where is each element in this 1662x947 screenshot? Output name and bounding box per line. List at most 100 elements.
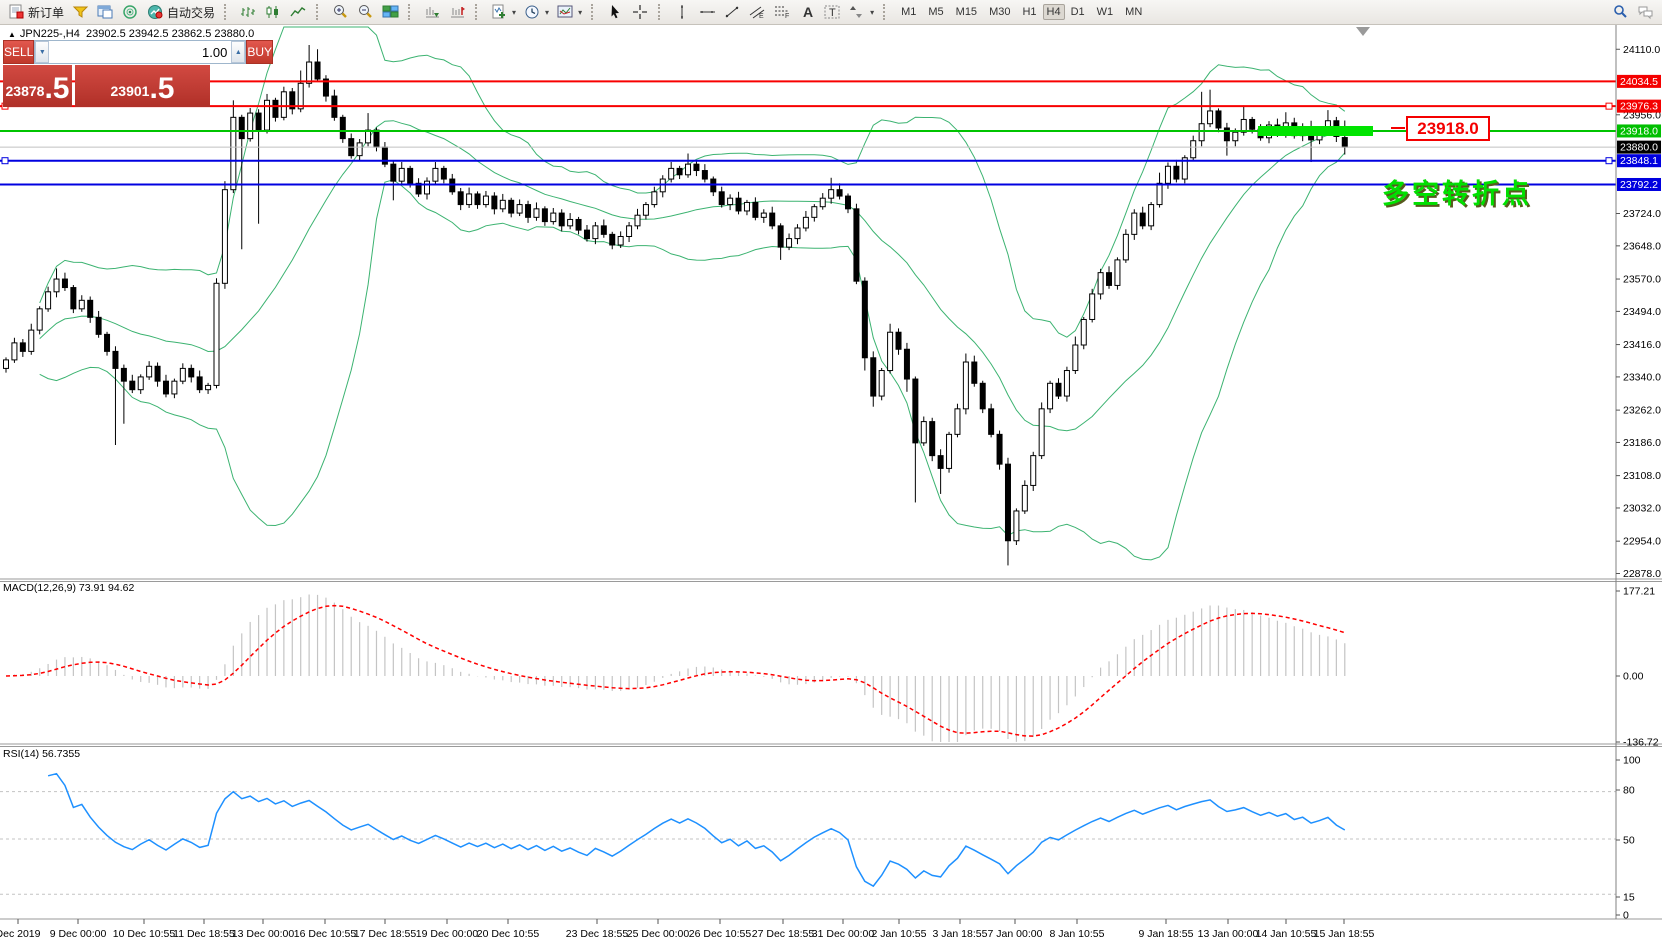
timeframe-d1-button[interactable]: D1: [1070, 6, 1085, 18]
periods-button[interactable]: ▾: [520, 2, 553, 22]
data-window-button[interactable]: [93, 2, 118, 22]
auto-scroll-button[interactable]: [420, 2, 445, 22]
zoom-in-button[interactable]: [328, 2, 353, 22]
arrows-button[interactable]: ▾: [845, 2, 878, 22]
vertical-line-button[interactable]: [670, 2, 695, 22]
timeframe-m15-button[interactable]: M15: [955, 6, 978, 18]
svg-text:0: 0: [1623, 910, 1629, 922]
svg-text:11 Dec 18:55: 11 Dec 18:55: [173, 928, 235, 940]
cursor-button[interactable]: [603, 2, 628, 22]
main-toolbar: 新订单 自动交易 ▾ ▾ ▾ E F A T ▾ M1 M5 M15 M30 H1 H4 D1 W1 MN: [0, 0, 1662, 25]
candlestick-button[interactable]: [261, 2, 286, 22]
bar-chart-button[interactable]: [236, 2, 261, 22]
macd-histogram: [13, 594, 1346, 742]
svg-text:31 Dec 00:00: 31 Dec 00:00: [812, 928, 875, 940]
svg-text:23918.0: 23918.0: [1620, 125, 1658, 137]
buy-price-int: 23901: [110, 83, 150, 99]
candles-icon: [265, 4, 282, 20]
chart-shift-button[interactable]: [445, 2, 470, 22]
trendline-button[interactable]: [720, 2, 745, 22]
fibonacci-button[interactable]: F: [770, 2, 795, 22]
autotrade-icon: [147, 4, 164, 20]
volume-input[interactable]: [49, 41, 232, 63]
bollinger-bands: [39, 26, 1346, 561]
volume-increase-button[interactable]: ▲: [231, 41, 246, 63]
price-callout-box[interactable]: 23918.0: [1406, 116, 1490, 141]
search-button[interactable]: [1608, 2, 1633, 22]
timeframe-m1-button[interactable]: M1: [901, 6, 917, 18]
sell-button[interactable]: SELL: [3, 40, 35, 64]
chevron-down-icon: ▾: [870, 7, 875, 17]
svg-text:177.21: 177.21: [1623, 586, 1655, 598]
trendline-icon: [724, 4, 741, 20]
buy-button[interactable]: BUY: [246, 40, 274, 64]
toolbar-grip: [883, 4, 890, 20]
market-watch-button[interactable]: [68, 2, 93, 22]
label-button[interactable]: T: [820, 2, 845, 22]
callout-dash: [1391, 127, 1405, 129]
svg-text:16 Dec 10:55: 16 Dec 10:55: [294, 928, 357, 940]
rsi-line: [47, 772, 1346, 888]
horizontal-price-lines[interactable]: [0, 80, 1616, 186]
chart-text-annotation[interactable]: 多空转折点: [1382, 179, 1532, 209]
arrows-icon: [849, 4, 866, 20]
zoom-out-button[interactable]: [353, 2, 378, 22]
chat-button[interactable]: [1633, 2, 1658, 22]
symbol-name: JPN225-,H4: [19, 28, 80, 40]
svg-text:23108.0: 23108.0: [1623, 470, 1661, 482]
toolbar-grip: [224, 4, 231, 20]
svg-text:9 Dec 00:00: 9 Dec 00:00: [50, 928, 107, 940]
templates-button[interactable]: ▾: [553, 2, 586, 22]
crosshair-button[interactable]: [628, 2, 653, 22]
new-order-button[interactable]: 新订单: [4, 2, 68, 23]
svg-text:2 Jan 10:55: 2 Jan 10:55: [872, 928, 927, 940]
zoom-in-icon: [332, 4, 349, 20]
timeframe-h1-button[interactable]: H1: [1022, 6, 1037, 18]
line-handle[interactable]: [1, 157, 9, 165]
svg-text:22954.0: 22954.0: [1623, 536, 1661, 548]
svg-text:E: E: [759, 13, 764, 20]
buy-price[interactable]: 23901.5: [75, 65, 210, 107]
svg-text:-136.72: -136.72: [1623, 737, 1659, 749]
line-chart-button[interactable]: [286, 2, 311, 22]
one-click-trade-panel: SELL ▼ ▲ BUY 23878.5 23901.5: [3, 40, 274, 107]
svg-text:23262.0: 23262.0: [1623, 405, 1661, 417]
timeframe-m5-button[interactable]: M5: [928, 6, 944, 18]
svg-text:100: 100: [1623, 755, 1641, 767]
svg-text:8 Jan 10:55: 8 Jan 10:55: [1050, 928, 1105, 940]
rsi-gridlines: [0, 791, 1616, 895]
sell-price[interactable]: 23878.5: [3, 65, 72, 107]
horizontal-line-button[interactable]: [695, 2, 720, 22]
channel-icon: E: [749, 4, 766, 20]
volume-stepper: ▼ ▲: [34, 40, 247, 64]
indicators-button[interactable]: ▾: [487, 2, 520, 22]
chart-shift-marker[interactable]: [1356, 27, 1370, 36]
line-handle[interactable]: [1605, 157, 1613, 165]
hline-icon: [699, 4, 716, 20]
svg-text:23648.0: 23648.0: [1623, 240, 1661, 252]
toolbar-grip: [408, 4, 415, 20]
signal-button[interactable]: [118, 2, 143, 22]
tile-windows-button[interactable]: [378, 2, 403, 22]
text-button[interactable]: A: [795, 2, 820, 22]
symbol-arrow-icon: ▲: [8, 30, 16, 39]
svg-text:23848.1: 23848.1: [1620, 155, 1658, 167]
timeframe-mn-button[interactable]: MN: [1125, 6, 1143, 18]
fibo-icon: F: [774, 4, 791, 20]
svg-text:15: 15: [1623, 892, 1635, 904]
svg-text:23792.2: 23792.2: [1620, 179, 1658, 191]
channel-button[interactable]: E: [745, 2, 770, 22]
symbol-header: ▲ JPN225-,H4 23902.5 23942.5 23862.5 2388…: [8, 28, 254, 40]
line-handle[interactable]: [1605, 102, 1613, 110]
timeframe-w1-button[interactable]: W1: [1096, 6, 1114, 18]
chevron-down-icon: ▾: [545, 7, 550, 17]
volume-decrease-button[interactable]: ▼: [35, 41, 50, 63]
chart-canvas[interactable]: 24110.023956.023724.023648.023570.023494…: [0, 25, 1662, 947]
autotrading-button[interactable]: 自动交易: [143, 2, 219, 23]
timeframe-m30-button[interactable]: M30: [989, 6, 1011, 18]
autotrading-button-label: 自动交易: [167, 5, 216, 20]
timeframe-h4-button[interactable]: H4: [1042, 4, 1065, 20]
macd-signal-line: [5, 604, 1346, 737]
svg-text:50: 50: [1623, 835, 1635, 847]
